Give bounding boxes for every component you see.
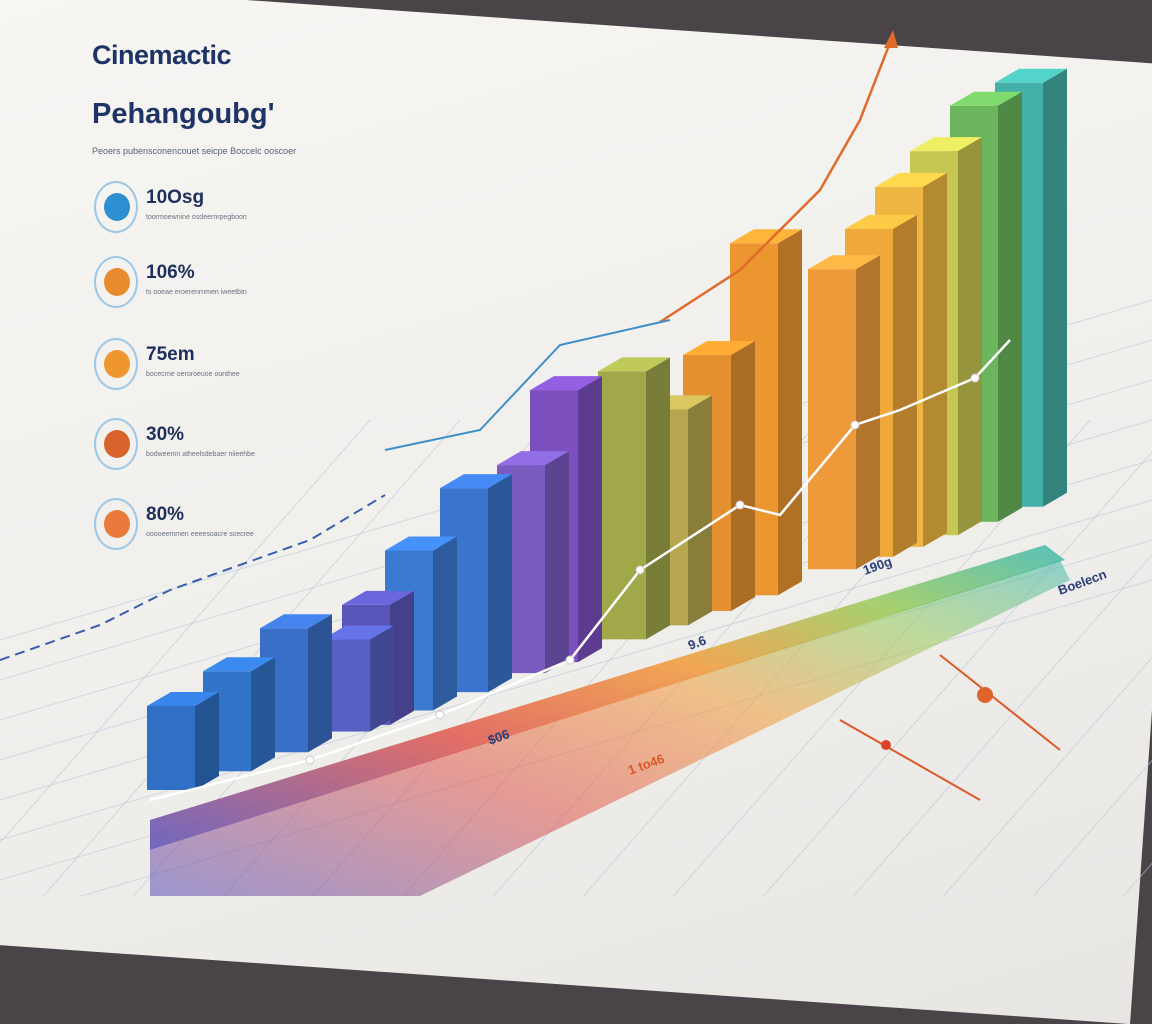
bar-top bbox=[875, 172, 947, 187]
page-subtitle: Pehangoubg' bbox=[92, 98, 275, 130]
bar-side bbox=[731, 340, 755, 611]
bar bbox=[598, 357, 670, 640]
marker bbox=[881, 740, 891, 750]
stat-item: 106% ts ooeae eroerenrnmen iweetbtn bbox=[92, 256, 292, 316]
bar-top bbox=[147, 692, 219, 706]
bar bbox=[322, 625, 394, 732]
data-label: 9.6 bbox=[686, 633, 708, 653]
stat-value: 75em bbox=[146, 344, 195, 365]
stat-desc: ts ooeae eroerenrnmen iweetbtn bbox=[146, 289, 247, 296]
bar-top bbox=[730, 229, 802, 244]
data-point bbox=[565, 655, 575, 665]
bar-top bbox=[530, 376, 602, 391]
stat-desc: bocecrne oeroroeuoe ounthee bbox=[146, 371, 240, 378]
stat-value: 80% bbox=[146, 504, 185, 525]
bar-top bbox=[950, 91, 1022, 106]
bar-side bbox=[370, 625, 394, 732]
data-point bbox=[850, 420, 860, 430]
stat-desc: bodweemn atheelsdebaer niieehbe bbox=[146, 451, 255, 458]
caption: Peoers pubensconencouet seicpe Boccelc o… bbox=[92, 146, 297, 156]
info-panel: Cinemactic Pehangoubg' Peoers pubenscone… bbox=[92, 40, 297, 558]
bar-top bbox=[385, 536, 457, 551]
bar-side bbox=[251, 657, 275, 772]
bar-side bbox=[688, 395, 712, 626]
data-point bbox=[305, 755, 315, 765]
bar-top bbox=[808, 255, 880, 270]
bar-top bbox=[342, 590, 414, 605]
marker bbox=[977, 687, 993, 703]
bar-side bbox=[646, 357, 670, 640]
bar-top bbox=[322, 625, 394, 640]
floor-band-lower bbox=[150, 560, 1070, 896]
bar-front bbox=[808, 269, 856, 570]
trend-line-blue bbox=[384, 319, 671, 451]
hand-icon bbox=[94, 338, 138, 390]
bar bbox=[808, 255, 880, 570]
bar-top bbox=[440, 474, 512, 489]
grid-line bbox=[1122, 862, 1152, 896]
data-point bbox=[635, 565, 645, 575]
stat-item: 30% bodweemn atheelsdebaer niieehbe bbox=[92, 418, 292, 478]
data-point bbox=[435, 710, 445, 720]
bar-top bbox=[910, 137, 982, 152]
bar-side bbox=[856, 255, 880, 570]
bar-side bbox=[1043, 68, 1067, 507]
grid-line bbox=[852, 554, 1152, 896]
stat-item: 80% ooooeemmen eeeesoacre scecree bbox=[92, 498, 292, 558]
bar-side bbox=[488, 474, 512, 693]
bar-top bbox=[203, 657, 275, 672]
data-point bbox=[735, 500, 745, 510]
person-icon bbox=[94, 256, 138, 308]
user-icon bbox=[94, 498, 138, 550]
stat-desc: ooooeemmen eeeesoacre scecree bbox=[146, 531, 254, 538]
bar-side bbox=[308, 614, 332, 753]
annotation-line bbox=[939, 654, 1061, 751]
bar-front bbox=[598, 371, 646, 640]
stat-item: 10Osg toormoewnine osdeernrpegboon bbox=[92, 181, 292, 241]
trend-line-orange bbox=[659, 34, 895, 324]
bar-side bbox=[958, 137, 982, 536]
bar-side bbox=[195, 692, 219, 790]
bar-top bbox=[497, 451, 569, 466]
bar-front bbox=[147, 706, 195, 790]
page-title: Cinemactic bbox=[92, 40, 232, 70]
floor-band bbox=[150, 545, 1065, 850]
bar-top bbox=[260, 614, 332, 629]
annotation-line bbox=[839, 719, 981, 801]
bar bbox=[260, 614, 332, 753]
arrowhead-icon bbox=[884, 30, 898, 48]
face-icon bbox=[94, 418, 138, 470]
dashed-line bbox=[0, 494, 386, 661]
stat-value: 10Osg bbox=[146, 187, 205, 208]
globe-icon bbox=[94, 181, 138, 233]
bar-side bbox=[998, 91, 1022, 522]
bar-top bbox=[845, 214, 917, 229]
stat-desc: toormoewnine osdeernrpegboon bbox=[146, 214, 247, 221]
stat-item: 75em bocecrne oeroroeuoe ounthee bbox=[92, 338, 292, 398]
bar-top bbox=[598, 357, 670, 372]
bar-side bbox=[778, 229, 802, 596]
grid-line bbox=[1032, 759, 1152, 896]
data-label: $06 bbox=[486, 726, 512, 748]
grid-line bbox=[762, 451, 1152, 896]
bar bbox=[147, 692, 219, 790]
bar-top bbox=[995, 68, 1067, 83]
stat-value: 30% bbox=[146, 424, 185, 445]
grid-line bbox=[942, 656, 1152, 896]
bar-side bbox=[433, 536, 457, 711]
bar-side bbox=[578, 376, 602, 663]
data-point bbox=[970, 373, 980, 383]
grid-line bbox=[0, 419, 371, 844]
bar-side bbox=[390, 590, 414, 725]
stat-value: 106% bbox=[146, 262, 195, 283]
bar-side bbox=[893, 214, 917, 557]
bar-top bbox=[683, 340, 755, 355]
bar-side bbox=[923, 172, 947, 547]
bar-side bbox=[545, 451, 569, 674]
